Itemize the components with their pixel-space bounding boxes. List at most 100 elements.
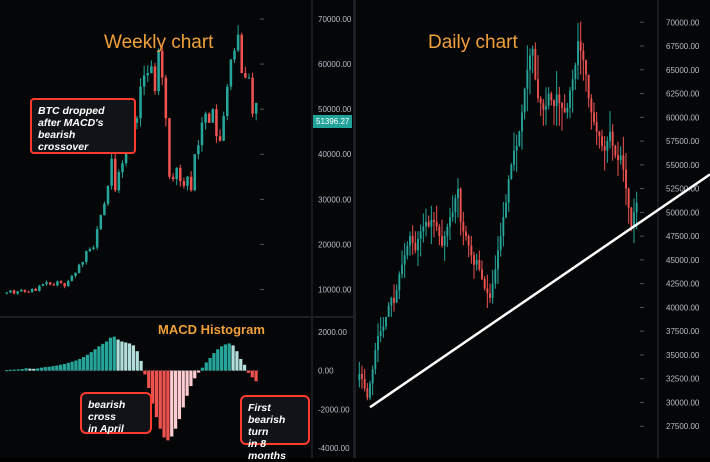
candle-body <box>379 331 382 336</box>
candle-body <box>9 290 12 293</box>
candle-body <box>507 179 510 203</box>
candle-body <box>449 217 451 227</box>
candle-body <box>582 50 585 61</box>
histogram-bar <box>250 370 254 378</box>
candle-body <box>12 290 16 294</box>
candle-body <box>627 188 630 208</box>
y-tick-label: 40000.00 <box>666 303 700 312</box>
candle-body <box>558 94 561 104</box>
histogram-bar <box>55 365 59 371</box>
histogram-bar <box>231 345 235 371</box>
y-tick-label: 0.00 <box>318 367 334 376</box>
candle-body <box>106 185 110 204</box>
candle-body <box>117 172 121 191</box>
candle-body <box>182 181 186 186</box>
daily-chart-title: Daily chart <box>428 32 518 53</box>
weekly-chart-panel: 70000.00 60000.00 50000.00 40000.00 30000.00… <box>0 0 353 462</box>
y-tick-label: 57500.00 <box>666 137 700 146</box>
y-tick-label: 67500.00 <box>666 42 700 51</box>
candle-body <box>531 48 534 56</box>
candle-body <box>579 41 582 51</box>
histogram-bar <box>66 362 70 371</box>
y-tick-label: -4000.00 <box>318 444 350 453</box>
candle-body <box>571 79 574 91</box>
histogram-bar <box>116 339 120 371</box>
chart-divider <box>353 0 356 458</box>
candle-body <box>16 291 19 294</box>
histogram-bar <box>101 343 105 371</box>
candle-body <box>211 109 215 123</box>
y-tick-label: 2000.00 <box>318 328 347 337</box>
candle-body <box>146 73 150 76</box>
candle-body <box>430 219 433 227</box>
candle-body <box>95 229 99 248</box>
candle-body <box>92 247 95 249</box>
histogram-bar <box>246 370 251 373</box>
candle-body <box>244 73 247 78</box>
candle-body <box>435 221 438 227</box>
histogram-bar <box>189 370 193 387</box>
candle-body <box>179 167 182 182</box>
candle-body <box>590 98 593 113</box>
y-tick-label: 50000.00 <box>666 208 700 217</box>
candle-body <box>515 145 518 151</box>
candle-body <box>555 94 558 106</box>
candle-body <box>30 289 34 293</box>
candle-body <box>483 278 486 289</box>
histogram-bar <box>162 370 166 438</box>
histogram-bar <box>20 369 24 371</box>
candle-body <box>215 109 218 137</box>
histogram-bar <box>39 367 44 371</box>
candle-body <box>193 154 197 191</box>
candle-body <box>398 274 401 291</box>
candle-body <box>443 236 446 246</box>
candle-body <box>561 103 563 108</box>
histogram-bar <box>223 344 228 371</box>
histogram-bar <box>28 368 32 371</box>
candle-body <box>499 236 502 251</box>
candle-body <box>27 291 30 293</box>
panel-divider <box>0 316 353 318</box>
histogram-bar <box>204 362 208 371</box>
callout-line: in 8 months <box>248 438 286 462</box>
candle-body <box>236 34 240 51</box>
candle-body <box>603 145 606 151</box>
first-bearish-turn-callout: First bearish turn in 8 months <box>240 395 310 462</box>
histogram-bar <box>97 346 101 371</box>
y-tick-label: 42500.00 <box>666 280 700 289</box>
candle-body <box>369 383 371 398</box>
candle-body <box>103 203 106 216</box>
histogram-bar <box>12 369 17 371</box>
histogram-bar <box>93 349 97 371</box>
candle-body <box>121 163 124 173</box>
candle-body <box>110 158 113 186</box>
candle-body <box>85 251 88 262</box>
candle-body <box>160 50 164 78</box>
candle-body <box>470 245 473 256</box>
candle-body <box>204 113 207 123</box>
histogram-bar <box>196 370 201 373</box>
candle-body <box>425 221 427 227</box>
histogram-bar <box>143 370 147 375</box>
histogram-bar <box>104 341 109 371</box>
candle-body <box>473 255 475 265</box>
candle-body <box>56 281 59 286</box>
candle-body <box>523 88 526 113</box>
histogram-bar <box>242 364 247 371</box>
candle-body <box>505 202 507 218</box>
candle-body <box>218 136 222 141</box>
candle-body <box>186 176 189 186</box>
candle-body <box>502 217 505 237</box>
histogram-bar <box>193 370 197 379</box>
histogram-bar <box>74 360 78 371</box>
y-tick-label: 40000.00 <box>318 150 352 159</box>
candle-body <box>441 236 443 246</box>
candle-body <box>23 289 27 292</box>
candle-body <box>491 283 494 298</box>
candle-body <box>467 236 470 246</box>
histogram-bar <box>173 370 178 429</box>
candle-body <box>614 145 617 156</box>
candle-body <box>542 103 545 110</box>
candle-body <box>625 169 627 189</box>
histogram-bar <box>70 361 74 371</box>
